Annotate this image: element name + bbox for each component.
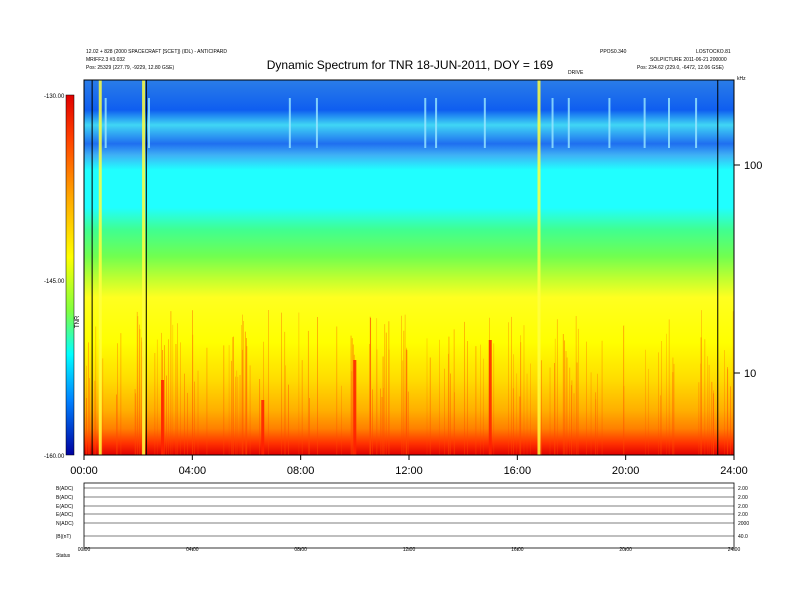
x-axis: 00:00 04:00 08:00 12:00 16:00 20:00 24:00 [70, 455, 748, 477]
x-tick-label: 08:00 [287, 465, 315, 477]
header-right-line: PPOS0.340 [600, 49, 627, 55]
lower-panel-row-label: B(ADC) [56, 495, 74, 501]
radio-burst [98, 80, 102, 455]
x-tick-label: 12:00 [395, 465, 423, 477]
header-left: 12.02 + 828 (2000 SPACECRAFT [SCET]) (ID… [86, 49, 227, 71]
data-gap [148, 98, 150, 148]
gap-group [104, 98, 698, 148]
header-right-line: Pos: 234.62 (229.0, -6472, 12.06 GSE) [637, 65, 724, 71]
radio-burst [353, 360, 357, 455]
data-gap [483, 98, 486, 148]
lower-panel-row-scale: 2.00 [738, 495, 748, 501]
data-gap [643, 98, 646, 148]
chart-title: Dynamic Spectrum for TNR 18-JUN-2011, DO… [267, 58, 554, 72]
lower-panel-tick-label: 16:00 [511, 547, 524, 553]
lower-panel-row-label: N(ADC) [56, 521, 74, 527]
colorbar-gradient [65, 94, 75, 456]
header-right-line: SOLPICTURE 2011-06-21 200000 [650, 57, 727, 63]
x-tick-label: 00:00 [70, 465, 98, 477]
data-gap [695, 98, 698, 148]
lower-panel-row-scale: 40.0 [738, 534, 748, 540]
radio-burst [142, 80, 146, 455]
y-axis: 100 10 [734, 160, 762, 380]
header-left-line: MRIFF2.3 #3.032 [86, 57, 125, 63]
x-tick-label: 04:00 [179, 465, 207, 477]
x-tick-label: 16:00 [504, 465, 532, 477]
lower-panel-tick-label: 24:00 [728, 547, 741, 553]
lower-panel-tick-label: 00:00 [78, 547, 91, 553]
data-gap [288, 98, 291, 148]
spectrogram-background [84, 80, 734, 455]
colorbar-tick: -160.00 [44, 454, 65, 460]
lower-panel-frame [83, 482, 735, 549]
y-tick-label: 100 [744, 160, 762, 172]
drive-label: DRIVE [568, 70, 584, 76]
x-tick-label: 24:00 [720, 465, 748, 477]
radio-burst [537, 80, 541, 455]
lower-panel-row-scale: 2.00 [738, 512, 748, 518]
data-gap [424, 98, 427, 148]
header-left-line: Pos: 25329 (227.79, -9229, 12.80 GSE) [86, 65, 174, 71]
lower-panel-row-label: E(ADC) [56, 512, 74, 518]
lower-panel-row-label: B(ADC) [56, 486, 74, 492]
x-tick-label: 20:00 [612, 465, 640, 477]
header-right: PPOS0.340 SOLPICTURE 2011-06-21 200000 P… [568, 49, 746, 82]
lower-panel-tick-label: 12:00 [403, 547, 416, 553]
marker-line-group [91, 80, 719, 455]
data-gap [551, 98, 554, 148]
radio-burst [488, 340, 492, 455]
top-right-label: LOSTOCKO.81 [696, 49, 731, 55]
lower-panel-status-label: Status [56, 553, 71, 559]
data-gap [435, 98, 438, 148]
lower-panel-tick-label: 08:00 [294, 547, 307, 553]
lower-panel-tick-label: 20:00 [619, 547, 632, 553]
lower-panel-row-scale: 2000 [738, 521, 749, 527]
burst-group [83, 80, 734, 455]
spectrogram [83, 79, 735, 456]
lower-panel-row-label: |B|(nT) [56, 534, 71, 540]
header-left-line: 12.02 + 828 (2000 SPACECRAFT [SCET]) (ID… [86, 49, 227, 55]
colorbar-tick: -130.00 [44, 94, 65, 100]
data-gap [315, 98, 318, 148]
colorbar-tick: -145.00 [44, 279, 65, 285]
data-gap [608, 98, 611, 148]
radio-burst [161, 380, 165, 455]
radio-burst [261, 400, 265, 455]
lower-panel-row-scale: 2.00 [738, 504, 748, 510]
lower-panel-tick-label: 04:00 [186, 547, 199, 553]
data-gap [104, 98, 107, 148]
lower-panel: B(ADC) 2.00 B(ADC) 2.00 E(ADC) 2.00 E(ADC) 2.00… [56, 482, 749, 559]
lower-panel-row-scale: 2.00 [738, 486, 748, 492]
y-tick-label: 10 [744, 368, 756, 380]
lower-panel-row-label: E(ADC) [56, 504, 74, 510]
colorbar-label: TNR [75, 315, 81, 328]
data-gap [668, 98, 670, 148]
y-axis-unit-label: kHz [737, 76, 746, 82]
data-gap [567, 98, 570, 148]
colorbar: -130.00 -145.00 -160.00 TNR [44, 94, 81, 460]
